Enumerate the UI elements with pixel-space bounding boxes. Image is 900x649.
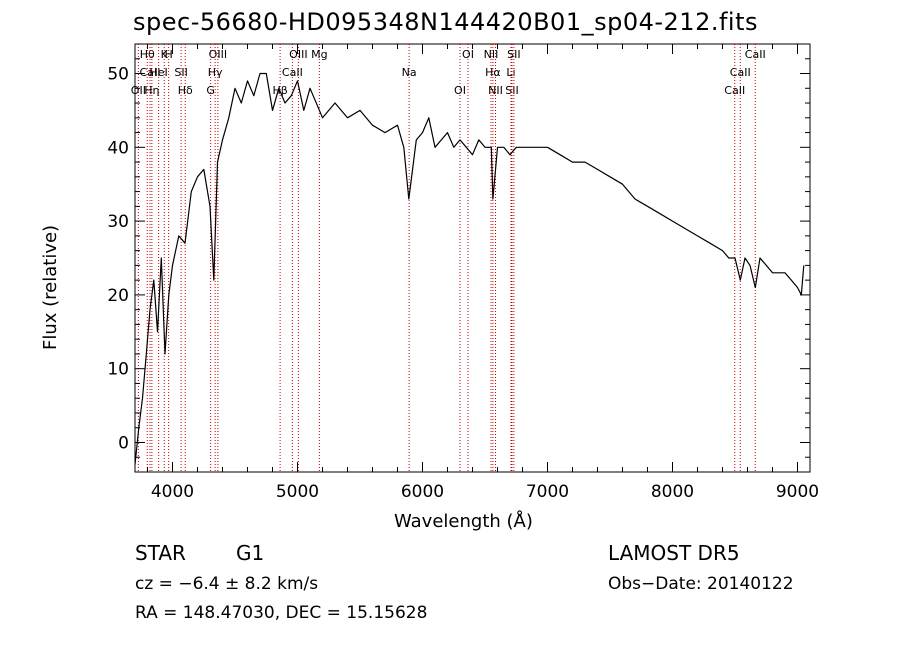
line-marker-label: Hη [144,84,159,97]
line-marker-label: OI [462,48,474,61]
x-tick-label: 4000 [151,482,194,502]
y-axis-label: Flux (relative) [40,224,61,350]
line-marker-label: OI [454,84,466,97]
plot-frame [134,43,811,473]
line-marker-label: Hγ [208,66,223,79]
object-subclass: G1 [236,541,265,565]
line-marker-label: NII [484,48,499,61]
ra-dec-coordinates: RA = 148.47030, DEC = 15.15628 [135,603,428,623]
x-tick-label: 8000 [651,482,694,502]
line-marker-label: OIII [209,48,227,61]
y-tick-label: 20 [107,286,129,306]
line-marker-label: CaII [724,84,745,97]
line-marker-label: HeI [149,66,167,79]
observation-date: Obs−Date: 20140122 [608,574,794,594]
line-marker-label: G [206,84,215,97]
spectrum-line [134,72,805,465]
line-marker-label: SII [174,66,187,79]
y-tick-label: 0 [118,433,129,453]
y-tick-label: 40 [107,138,129,158]
line-marker-label: CaII [140,66,161,79]
line-marker-label: CaII [745,48,766,61]
line-marker-label: SII [505,84,518,97]
x-tick-label: 6000 [401,482,444,502]
x-tick-label: 7000 [526,482,569,502]
line-marker-label: CaII [282,66,303,79]
x-axis-label: Wavelength (Å) [394,511,533,532]
line-marker-label: Hθ [140,48,155,61]
line-marker-label: NII [488,84,503,97]
line-marker-label: Hδ [178,84,193,97]
line-marker-label: OII [131,84,146,97]
y-tick-label: 50 [107,65,129,85]
line-marker-label: Li [506,66,515,79]
survey-name: LAMOST DR5 [608,541,740,565]
line-marker-label: H [164,48,172,61]
y-tick-label: 30 [107,212,129,232]
line-marker-label: Mg [311,48,327,61]
line-marker-label: OIII [289,48,307,61]
redshift-velocity: cz = −6.4 ± 8.2 km/s [135,574,319,594]
line-marker-label: Na [402,66,417,79]
object-class: STAR [135,541,186,565]
y-tick-label: 10 [107,360,129,380]
x-tick-label: 9000 [776,482,819,502]
line-marker-label: K [161,48,169,61]
line-marker-label: CaII [730,66,751,79]
line-marker-label: Hα [485,66,501,79]
chart-title: spec-56680-HD095348N144420B01_sp04-212.f… [133,8,758,36]
line-marker-label: SII [507,48,520,61]
x-tick-label: 5000 [276,482,319,502]
